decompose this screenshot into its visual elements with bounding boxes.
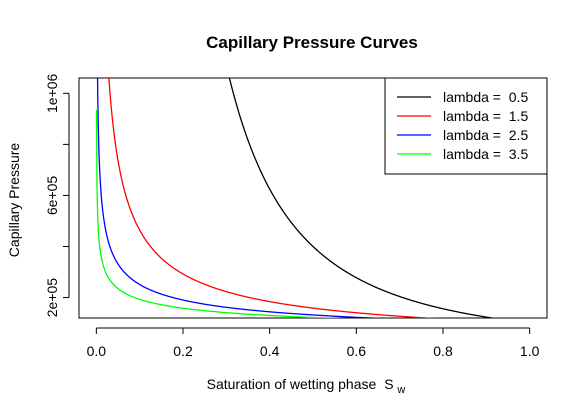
x-axis-label: Saturation of wetting phase S w (207, 376, 406, 396)
x-axis-label-text: Saturation of wetting phase (207, 376, 377, 392)
x-axis-label-symbol: S (384, 376, 393, 392)
y-tick-label: 1e+06 (44, 73, 60, 113)
legend-label-4: lambda = 3.5 (443, 146, 528, 162)
legend-label-2: lambda = 1.5 (443, 108, 528, 124)
legend-label-3: lambda = 2.5 (443, 127, 528, 143)
x-tick-label: 0.6 (347, 343, 367, 359)
y-tick-label: 2e+05 (44, 278, 60, 318)
chart-title: Capillary Pressure Curves (206, 33, 418, 52)
curves-group (95, 78, 497, 318)
series-line-2 (108, 78, 437, 318)
x-axis: 0.0 0.2 0.4 0.6 0.8 1.0 (87, 327, 540, 359)
x-tick-label: 0.4 (260, 343, 280, 359)
y-axis: 2e+05 6e+05 1e+06 (44, 73, 70, 318)
legend: lambda = 0.5 lambda = 1.5 lambda = 2.5 lamb… (384, 77, 548, 175)
series-line-3 (96, 78, 387, 318)
series-line-4 (95, 109, 343, 318)
x-tick-label: 1.0 (520, 343, 540, 359)
y-tick-label: 6e+05 (44, 176, 60, 216)
y-axis-label: Capillary Pressure (6, 143, 22, 258)
x-axis-label-subscript: w (396, 384, 405, 396)
legend-box (384, 77, 548, 175)
x-tick-label: 0.0 (87, 343, 107, 359)
x-tick-label: 0.2 (173, 343, 193, 359)
legend-label-1: lambda = 0.5 (443, 89, 528, 105)
x-tick-label: 0.8 (433, 343, 453, 359)
series-line-1 (228, 78, 497, 318)
